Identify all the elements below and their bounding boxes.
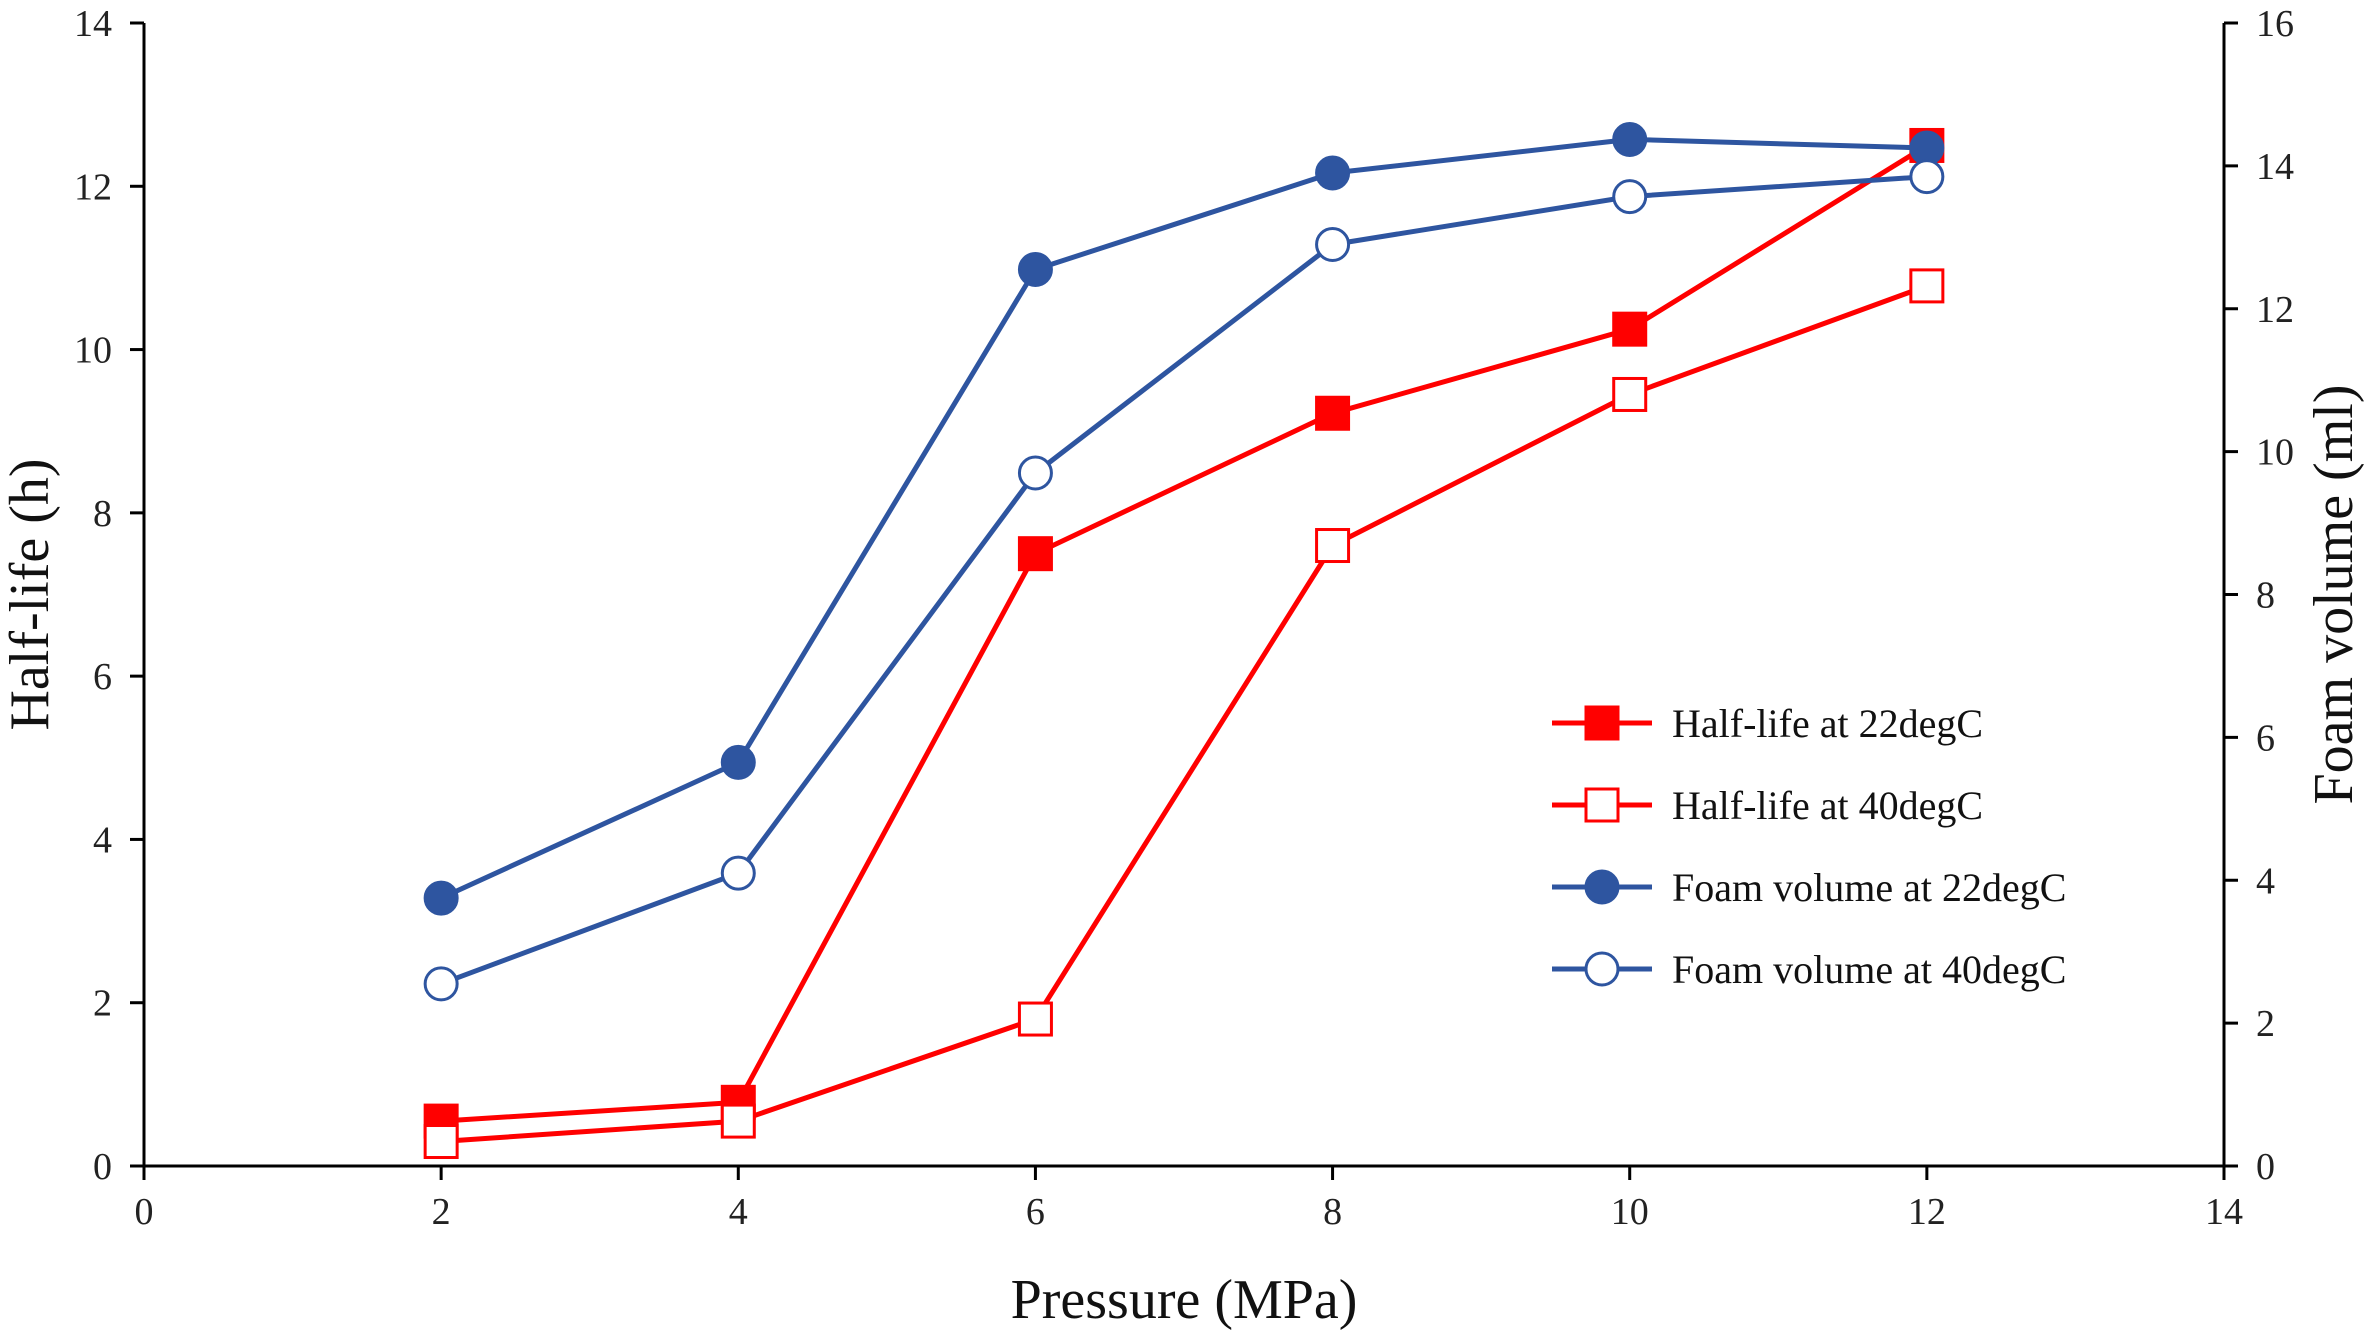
data-point xyxy=(423,880,459,916)
y-right-tick-label: 8 xyxy=(2256,575,2275,617)
data-point xyxy=(1017,536,1053,572)
data-point xyxy=(720,1103,756,1139)
legend: Half-life at 22degC Half-life at 40degC Fo… xyxy=(1552,701,2066,992)
y-right-tick-label: 2 xyxy=(2256,1003,2275,1045)
series-line xyxy=(440,283,1928,1144)
legend-label: Half-life at 22degC xyxy=(1672,701,1983,746)
legend-label: Foam volume at 22degC xyxy=(1672,865,2066,910)
legend-marker xyxy=(1584,951,1620,987)
y-right-tick-label: 4 xyxy=(2256,860,2275,902)
data-point xyxy=(1612,376,1648,412)
legend-marker xyxy=(1584,705,1620,741)
y-right-tick-label: 14 xyxy=(2256,146,2294,188)
x-tick-label: 14 xyxy=(2205,1191,2243,1233)
legend-label: Half-life at 40degC xyxy=(1672,783,1983,828)
legend-marker xyxy=(1584,787,1620,823)
series-layer xyxy=(423,121,1945,1160)
data-point xyxy=(1315,395,1351,431)
x-tick-label: 0 xyxy=(135,1191,154,1233)
x-tick-label: 6 xyxy=(1026,1191,1045,1233)
x-tick-label: 2 xyxy=(432,1191,451,1233)
y-left-tick-label: 14 xyxy=(74,3,112,45)
series-1 xyxy=(423,127,1945,1139)
data-point xyxy=(1612,179,1648,215)
data-point xyxy=(1909,268,1945,304)
series-2 xyxy=(423,268,1945,1160)
legend-marker xyxy=(1584,869,1620,905)
y-right-tick-label: 0 xyxy=(2256,1146,2275,1188)
data-point xyxy=(1612,311,1648,347)
legend-entry: Half-life at 40degC xyxy=(1552,783,1983,828)
data-point xyxy=(1017,1001,1053,1037)
y-left-tick-label: 6 xyxy=(93,656,112,698)
x-tick-label: 4 xyxy=(729,1191,748,1233)
legend-label: Foam volume at 40degC xyxy=(1672,947,2066,992)
data-point xyxy=(1315,226,1351,262)
axes: 0 2 4 6 8 10 12 14 0 2 4 6 8 10 12 14 0 2 4 6 8 10 12 14 16 Press… xyxy=(0,3,2365,1331)
series-4 xyxy=(423,159,1945,1002)
series-line xyxy=(440,143,1929,1124)
x-tick-label: 8 xyxy=(1323,1191,1342,1233)
data-point xyxy=(423,1124,459,1160)
y-right-tick-label: 16 xyxy=(2256,3,2294,45)
data-point xyxy=(720,744,756,780)
y-left-tick-label: 10 xyxy=(74,330,112,372)
y-left-tick-label: 8 xyxy=(93,493,112,535)
legend-entry: Foam volume at 40degC xyxy=(1552,947,2066,992)
y-left-tick-label: 0 xyxy=(93,1146,112,1188)
y-axis-right-title: Foam volume (ml) xyxy=(2303,385,2365,805)
y-left-tick-label: 2 xyxy=(93,983,112,1025)
data-point xyxy=(1612,121,1648,157)
y-right-tick-label: 12 xyxy=(2256,289,2294,331)
data-point xyxy=(1315,528,1351,564)
y-right-tick-label: 6 xyxy=(2256,717,2275,759)
data-point xyxy=(423,966,459,1002)
x-tick-label: 12 xyxy=(1908,1191,1946,1233)
x-axis-title: Pressure (MPa) xyxy=(1011,1269,1358,1331)
y-right-tick-label: 10 xyxy=(2256,432,2294,474)
series-3 xyxy=(423,121,1945,916)
data-point xyxy=(1909,159,1945,195)
data-point xyxy=(720,855,756,891)
data-point xyxy=(1017,455,1053,491)
legend-entry: Foam volume at 22degC xyxy=(1552,865,2066,910)
data-point xyxy=(1017,251,1053,287)
series-line xyxy=(440,174,1928,987)
series-line xyxy=(440,136,1927,901)
x-tick-label: 10 xyxy=(1611,1191,1649,1233)
y-left-tick-label: 12 xyxy=(74,166,112,208)
legend-entry: Half-life at 22degC xyxy=(1552,701,1983,746)
data-point xyxy=(1315,155,1351,191)
y-axis-left-title: Half-life (h) xyxy=(0,458,61,730)
y-left-tick-label: 4 xyxy=(93,819,112,861)
